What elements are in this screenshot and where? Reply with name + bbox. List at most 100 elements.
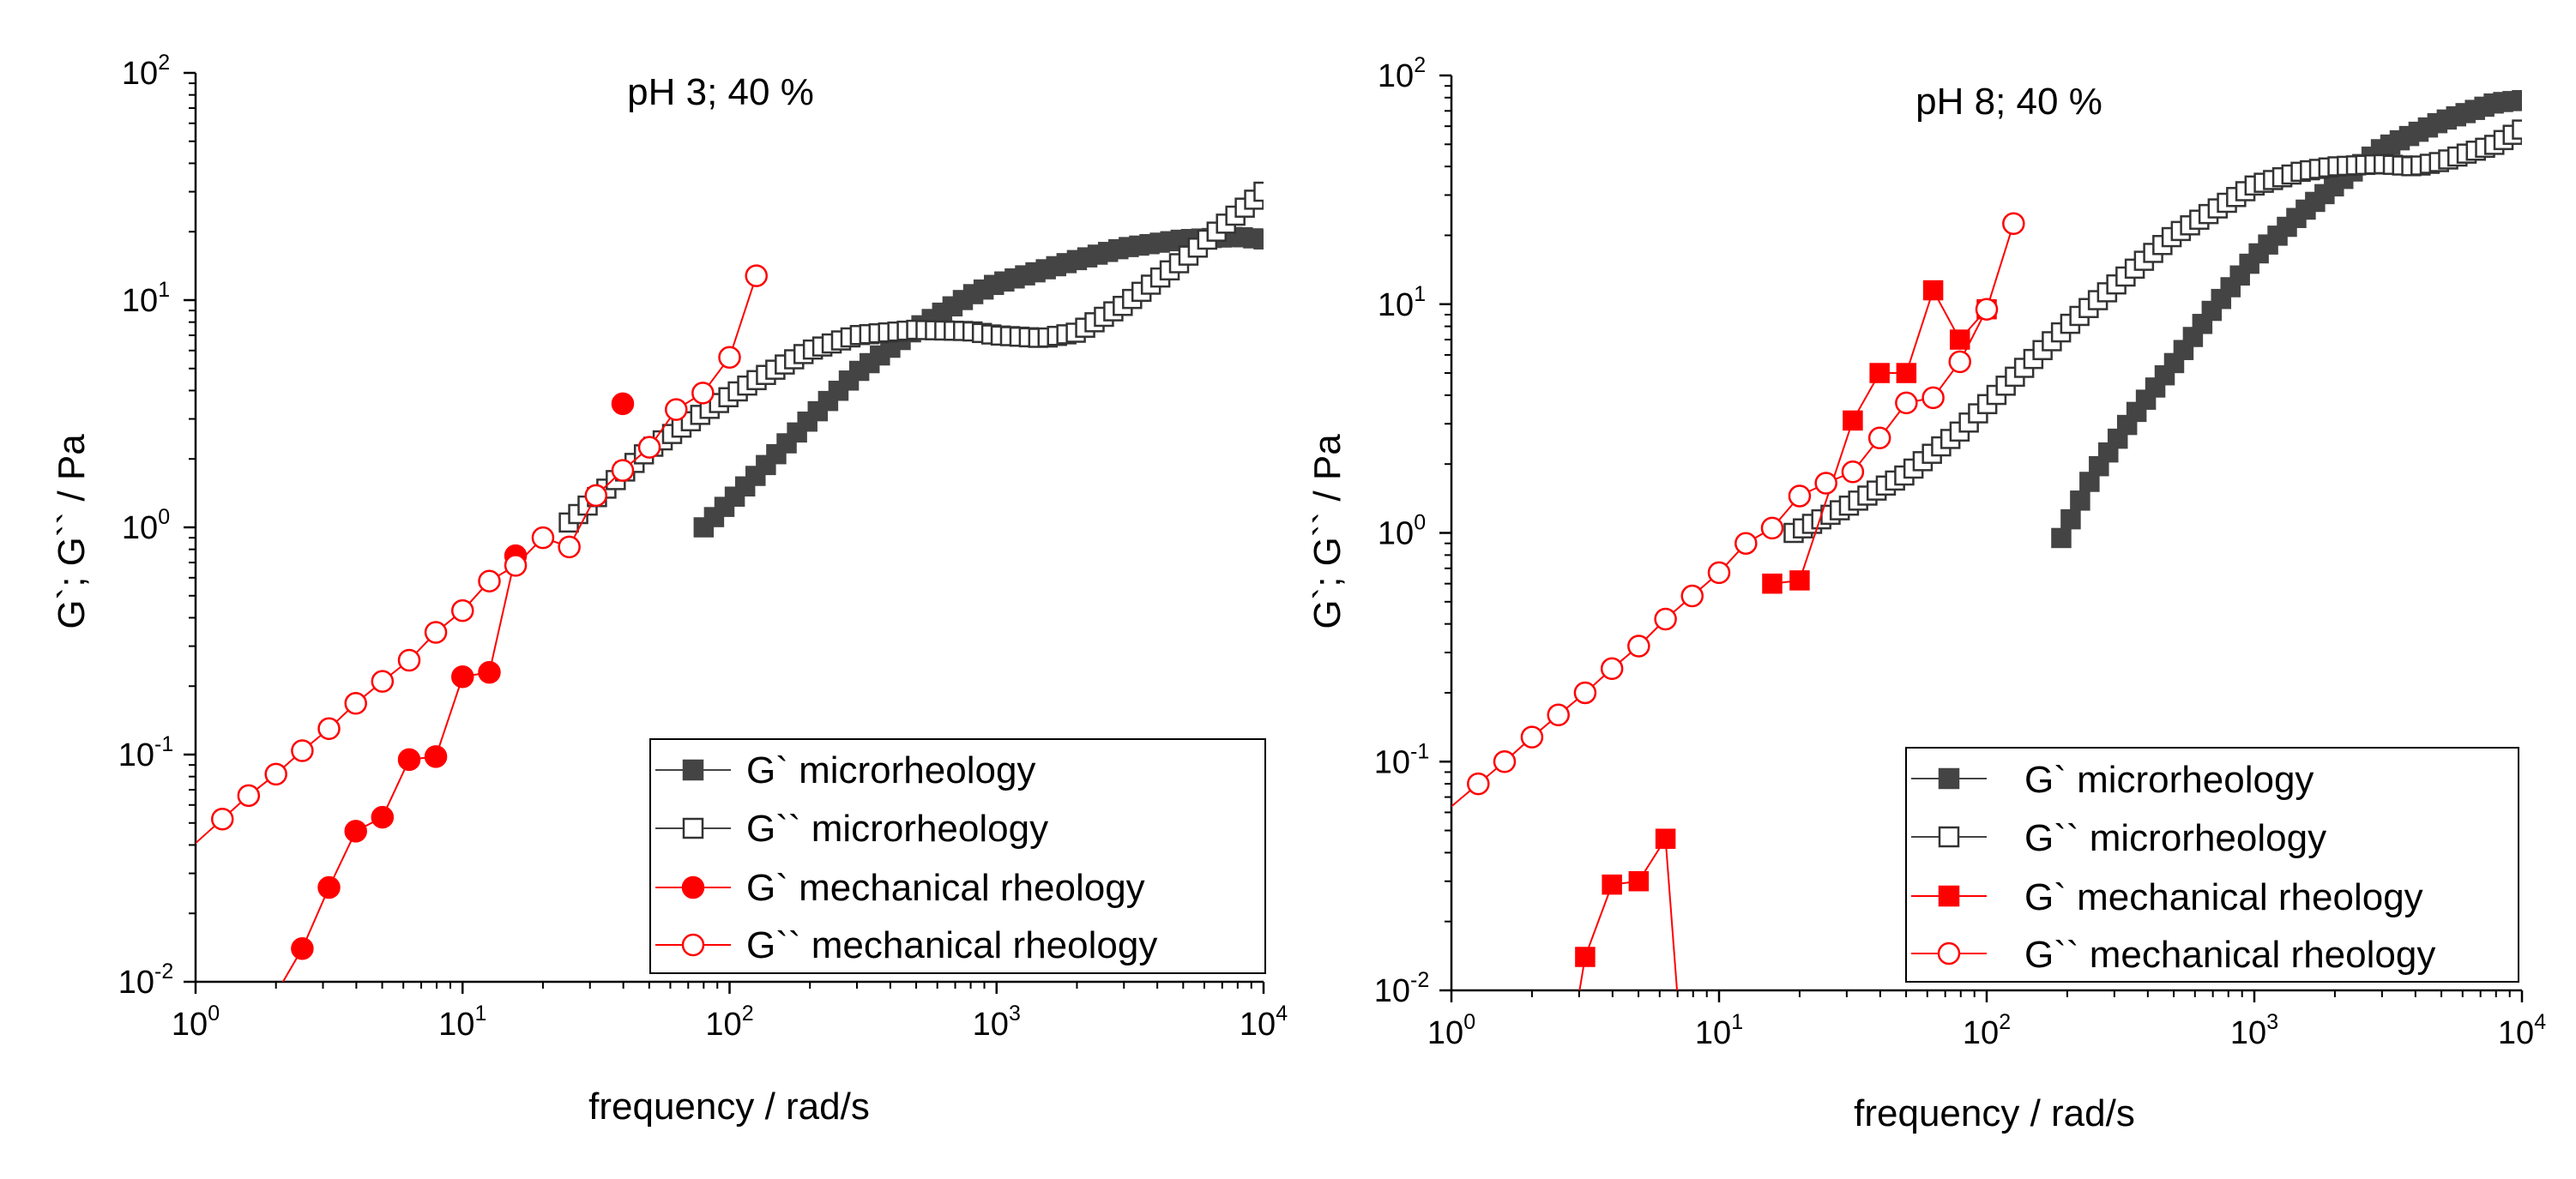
series [1575,280,1997,1050]
legend-item: G`` microrheology [655,808,1048,850]
data-point [637,436,661,459]
data-point [1575,947,1596,967]
data-point [2070,490,2090,511]
chart-panel-ph8: pH 8; 40 % frequency / rad/s G`; G`` / P… [1306,53,2546,1134]
data-point [611,459,635,482]
legend-item: G`` microrheology [1911,817,2326,859]
data-point [344,692,367,715]
legend-item: G`` mechanical rheology [655,924,1157,966]
x-axis-title: frequency / rad/s [1854,1092,2135,1134]
series-line [1477,223,2015,785]
series [693,226,1264,538]
series-line [1578,956,1586,990]
data-point [1520,725,1544,749]
data-point [371,805,395,829]
data-point [1843,410,1863,431]
data-point [1627,635,1650,658]
data-point [1680,584,1704,608]
legend-label: G`` microrheology [2024,817,2326,859]
data-point [1922,280,1944,301]
data-point [1869,363,1890,383]
data-point [1493,750,1517,773]
legend-marker [1938,826,1960,848]
y-tick-label: 102 [122,51,170,92]
data-point [237,784,261,808]
legend-label: G`` microrheology [746,808,1048,850]
legend-label: G` mechanical rheology [2024,876,2423,918]
legend-label: G` microrheology [2024,759,2314,801]
data-point [2512,119,2522,140]
data-point [1949,329,1970,350]
data-point [745,264,768,287]
legend-label: G` mechanical rheology [746,867,1145,909]
legend-marker [682,817,704,839]
data-point [1655,828,1676,849]
series-line [249,993,276,1041]
data-point [424,745,448,768]
data-point [317,875,341,899]
data-point [1547,703,1570,727]
y-tick-label: 101 [122,278,170,319]
legend-label: G`` mechanical rheology [746,924,1157,966]
x-tick-label: 104 [2498,1010,2546,1051]
legend-marker [1938,885,1960,907]
legend-item: G` microrheology [655,749,1035,791]
data-point [1654,607,1677,631]
data-point [1672,1032,1690,1050]
series-line [281,555,517,982]
data-point [2060,508,2081,530]
data-point [2512,90,2522,111]
data-point [1948,350,1971,374]
data-point [718,346,741,369]
data-point [1867,426,1891,450]
data-point [371,670,395,693]
legend-marker [1937,941,1961,965]
x-axis-title: frequency / rad/s [588,1086,870,1128]
legend-item: G` mechanical rheology [1911,876,2423,918]
data-point [317,717,341,741]
legend-marker [1938,767,1960,790]
y-tick-label: 10-1 [118,732,174,773]
legend-marker [681,933,705,957]
data-point [478,569,501,593]
chart-title: pH 8; 40 % [1915,81,2102,123]
series [238,392,635,1051]
data-point [2002,212,2025,236]
data-point [665,398,688,421]
data-point [558,535,581,559]
data-point [1600,657,1624,681]
legend-item: G`` mechanical rheology [1911,934,2435,976]
legend-box [649,738,1266,974]
legend: G` microrheology G`` microrheology G` me… [649,738,1266,974]
series-line [221,275,757,821]
series [1451,212,2025,808]
data-point [1253,229,1264,250]
x-tick-label: 102 [1963,1010,2011,1051]
data-point [1602,874,1622,895]
data-point [1921,386,1945,410]
data-point [291,739,314,762]
data-point [691,382,715,405]
data-point [1628,870,1650,892]
series [196,264,768,845]
x-tick-label: 102 [705,1002,753,1043]
x-tick-label: 103 [973,1002,1021,1043]
x-tick-label: 100 [1427,1010,1475,1051]
data-point [1895,391,1918,415]
x-tick-label: 104 [1240,1002,1288,1043]
x-tick-label: 101 [1695,1010,1743,1051]
data-point [451,665,474,689]
y-tick-label: 102 [1378,53,1426,94]
x-tick-label: 100 [172,1002,220,1043]
data-point [397,748,421,772]
y-tick-label: 10-2 [118,959,174,1001]
legend-label: G`` mechanical rheology [2024,934,2435,976]
data-point [210,808,234,831]
data-point [1762,573,1783,594]
y-tick-label: 100 [122,505,170,546]
legend-item: G` mechanical rheology [655,867,1145,909]
data-point [504,554,528,577]
data-point [238,1031,259,1051]
data-point [424,621,448,644]
legend-item: G` microrheology [1911,759,2314,801]
